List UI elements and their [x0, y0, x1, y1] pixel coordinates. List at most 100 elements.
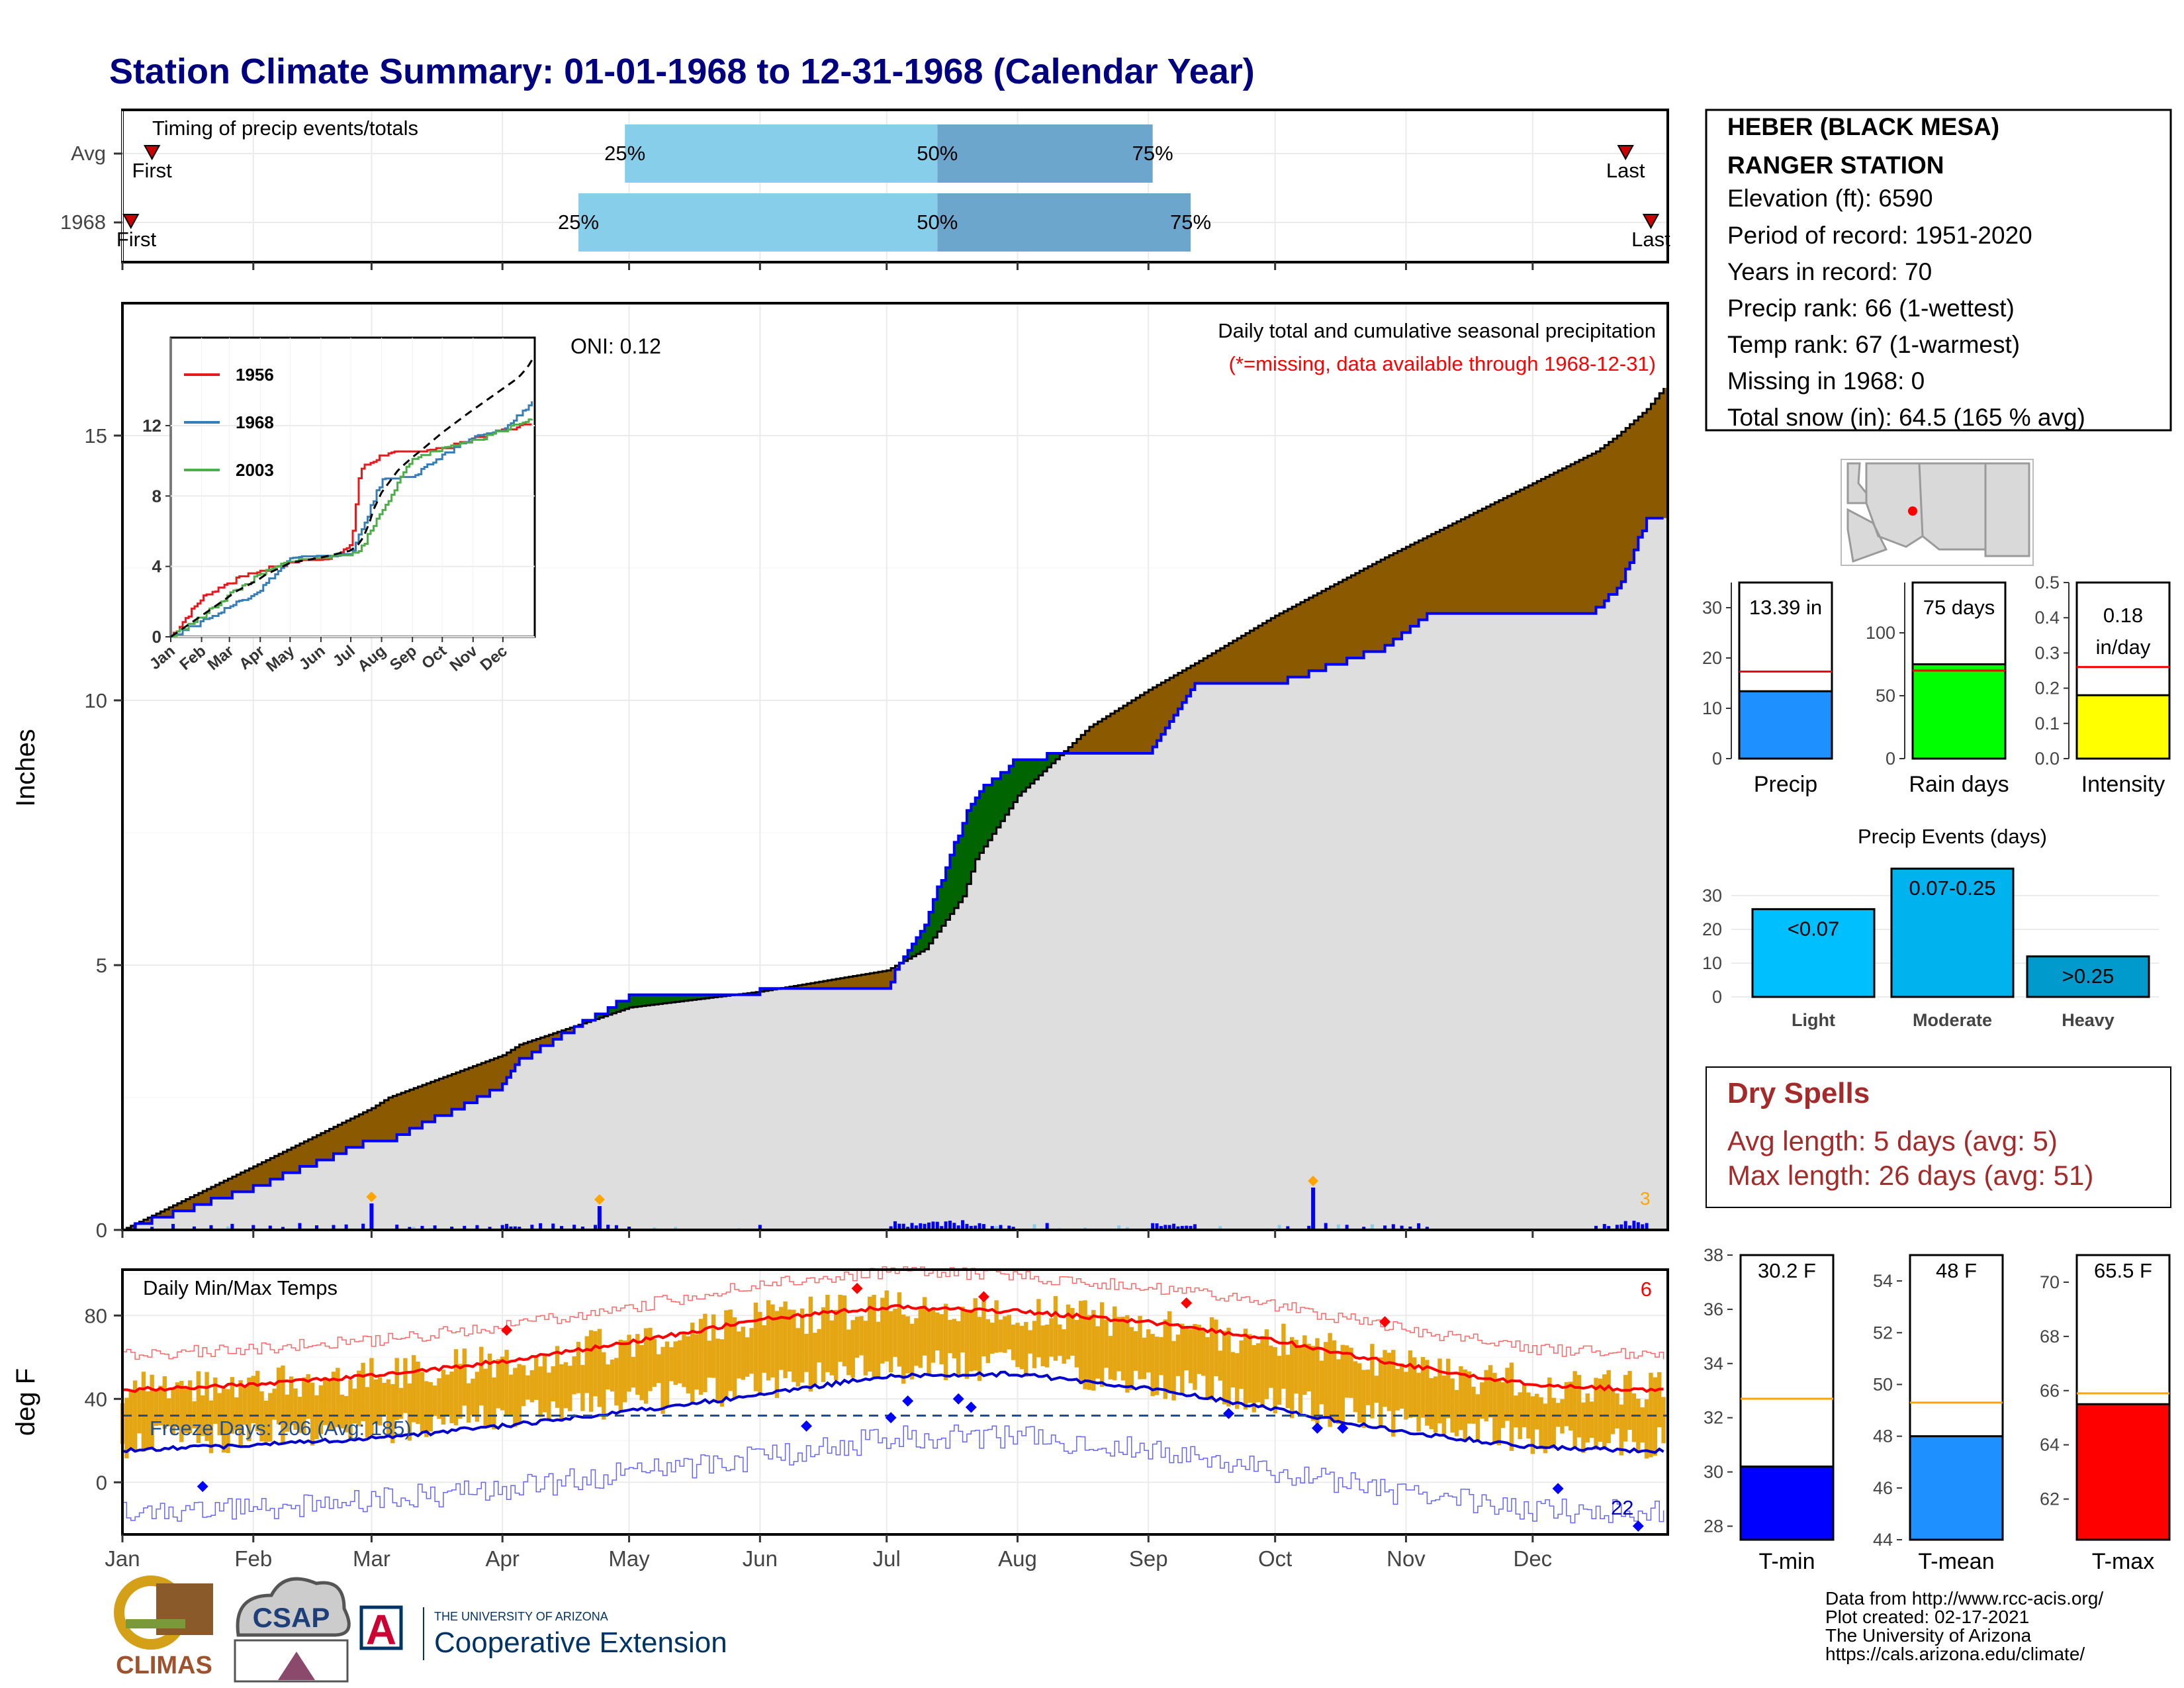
daily-precip-bar: [914, 1225, 918, 1230]
stat-ytick-label-2: 0.4: [2034, 608, 2060, 628]
temp-daily-bar: [247, 1378, 251, 1442]
station-location-marker: [1908, 506, 1917, 516]
temp-daily-bar: [639, 1344, 644, 1401]
temp-daily-bar: [424, 1381, 429, 1437]
month-label-aug: Aug: [998, 1546, 1037, 1571]
temp-summary-ytick-label-1: 54: [1873, 1271, 1893, 1291]
station-period: Period of record: 1951-2020: [1727, 222, 2032, 249]
timing-last-marker-avg: [1617, 145, 1634, 161]
temp-summary-ytick-label-1: 50: [1873, 1374, 1893, 1394]
temp-daily-bar: [226, 1389, 230, 1453]
temp-daily-bar: [1404, 1372, 1408, 1420]
daily-precip-bar: [530, 1225, 534, 1230]
temp-daily-bar: [1539, 1397, 1543, 1450]
temp-daily-bar: [888, 1311, 893, 1373]
temp-daily-bar: [985, 1319, 991, 1364]
temp-daily-bar: [787, 1309, 792, 1372]
temp-daily-bar: [403, 1358, 408, 1413]
temp-daily-bar: [897, 1292, 902, 1367]
daily-precip-bar: [614, 1225, 618, 1230]
daily-precip-bar: [606, 1225, 610, 1230]
temp-daily-bar: [1374, 1376, 1379, 1403]
temp-daily-bar: [504, 1350, 509, 1417]
temp-daily-bar: [1285, 1354, 1291, 1409]
timing-p75-label-avg: 75%: [1132, 142, 1173, 165]
legend-label-1968: 1968: [236, 412, 274, 432]
temp-daily-bar: [584, 1336, 589, 1393]
daily-precip-bar: [1167, 1225, 1171, 1230]
temp-daily-bar: [1395, 1368, 1400, 1411]
temp-daily-bar: [1569, 1382, 1573, 1430]
temp-daily-bar: [289, 1376, 294, 1426]
temp-y-axis: 0 40 80: [85, 1304, 122, 1494]
climas-logo-text: CLIMAS: [116, 1652, 212, 1679]
temp-daily-bar: [694, 1334, 699, 1390]
temp-daily-bar: [124, 1397, 129, 1458]
page-title: Station Climate Summary: 01-01-1968 to 1…: [109, 52, 1255, 91]
temp-daily-bar: [437, 1378, 441, 1419]
daily-precip-bar: [344, 1224, 348, 1230]
temp-daily-bar: [1425, 1360, 1430, 1426]
temp-daily-bar: [872, 1295, 876, 1377]
temp-daily-bar: [412, 1355, 416, 1423]
temp-daily-bar: [964, 1311, 970, 1379]
precip-1968-cumulative-fill: [122, 518, 1668, 1230]
temp-daily-bar: [146, 1391, 150, 1450]
timing-p25-label-avg: 25%: [604, 142, 645, 165]
temp-daily-bar: [631, 1356, 636, 1388]
temp-daily-bar: [343, 1395, 349, 1432]
temp-daily-bar: [1167, 1311, 1172, 1393]
timing-last-label-avg: Last: [1606, 159, 1645, 182]
month-axis: Jan Feb Mar Apr May Jun Jul Aug Sep Oct Nov Dec: [105, 1534, 1552, 1571]
temp-daily-bar: [471, 1378, 475, 1415]
temp-daily-bar: [1243, 1329, 1248, 1410]
temp-series: [120, 1266, 1668, 1532]
temp-daily-bar: [1454, 1389, 1459, 1436]
temp-daily-bar: [1083, 1300, 1087, 1389]
temp-summary-category-label-2: T-max: [2092, 1549, 2154, 1574]
temp-daily-bar: [1391, 1350, 1396, 1437]
month-label-mar: Mar: [353, 1546, 390, 1571]
stat-ytick-label-0: 30: [1702, 598, 1722, 618]
ua-logo-letter: A: [366, 1606, 396, 1654]
temp-daily-bar: [466, 1383, 471, 1423]
events-bar-moderate: [1890, 867, 2015, 998]
events-bar-label-2: >0.25: [2062, 964, 2114, 988]
temp-daily-bar: [1294, 1340, 1298, 1394]
daily-precip-bar: [919, 1223, 923, 1230]
temp-daily-bar: [361, 1362, 365, 1421]
temp-summary-ytick-label-0: 38: [1704, 1245, 1723, 1265]
temp-daily-bar: [255, 1370, 260, 1432]
temp-daily-bar: [1058, 1324, 1062, 1356]
temp-daily-bar: [132, 1380, 138, 1452]
temp-daily-bar: [842, 1295, 847, 1367]
temp-daily-bar: [901, 1314, 906, 1384]
precip-y-axis-label: Inches: [11, 729, 40, 807]
temp-daily-bar: [187, 1380, 193, 1434]
temp-daily-bar: [1260, 1336, 1265, 1408]
daily-precip-bar: [450, 1227, 454, 1230]
temp-record-high-marker-1: [851, 1282, 863, 1294]
events-ytick-label-20: 20: [1702, 919, 1722, 939]
temp-daily-bar: [1500, 1382, 1506, 1429]
temp-daily-bar: [1459, 1366, 1463, 1430]
stat-value-label-unit-2: in/day: [2096, 635, 2151, 659]
temp-daily-bar: [969, 1309, 974, 1372]
temp-daily-bar: [242, 1386, 248, 1425]
map-state-outlines: [1846, 462, 2030, 563]
temp-daily-bar: [1003, 1316, 1007, 1353]
temp-daily-bar: [1024, 1322, 1028, 1377]
daily-precip-bar: [1645, 1223, 1649, 1230]
temp-daily-bar: [660, 1346, 665, 1414]
precip-annotation-line1: Daily total and cumulative seasonal prec…: [1218, 319, 1656, 342]
temp-daily-bar: [1437, 1358, 1442, 1424]
daily-trace-bar: [1336, 1224, 1340, 1230]
daily-precip-bar: [935, 1221, 939, 1230]
temp-daily-bar: [281, 1365, 285, 1445]
daily-precip-bar: [956, 1225, 960, 1230]
temp-daily-bar: [1365, 1370, 1371, 1405]
temp-daily-bar: [673, 1341, 678, 1385]
temp-daily-bar: [960, 1307, 965, 1353]
daily-precip-bar: [314, 1225, 318, 1230]
stat-ytick-label-1: 0: [1886, 749, 1895, 769]
